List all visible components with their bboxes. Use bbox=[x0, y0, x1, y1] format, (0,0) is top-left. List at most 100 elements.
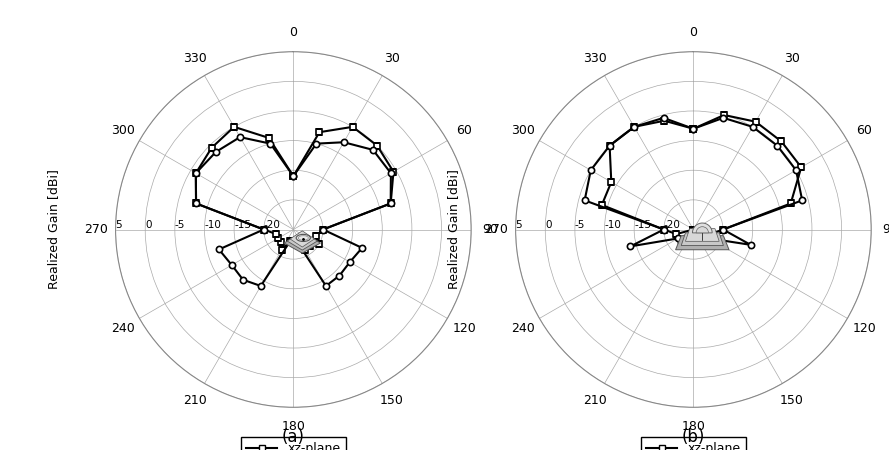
xz-plane bbox=[300, 248, 310, 253]
yz-plane bbox=[586, 167, 597, 173]
Polygon shape bbox=[681, 233, 724, 246]
xz-plane bbox=[606, 180, 617, 185]
yz-plane bbox=[385, 201, 396, 206]
xz-plane bbox=[311, 233, 322, 238]
xz-plane bbox=[785, 201, 796, 206]
yz-plane bbox=[605, 143, 615, 148]
yz-plane bbox=[288, 238, 299, 244]
xz-plane bbox=[263, 135, 274, 140]
Line: yz-plane: yz-plane bbox=[193, 134, 394, 289]
xz-plane bbox=[305, 243, 316, 249]
xz-plane bbox=[191, 201, 202, 206]
xz-plane bbox=[629, 124, 639, 130]
xz-plane bbox=[688, 227, 699, 232]
xz-plane bbox=[291, 238, 301, 243]
yz-plane bbox=[772, 143, 782, 148]
yz-plane bbox=[345, 259, 356, 265]
xz-plane bbox=[671, 231, 682, 237]
yz-plane bbox=[190, 171, 201, 176]
Text: Realized Gain [dBi]: Realized Gain [dBi] bbox=[447, 170, 460, 289]
yz-plane bbox=[745, 242, 756, 248]
Legend: xz-plane, yz-plane: xz-plane, yz-plane bbox=[241, 437, 346, 450]
xz-plane bbox=[688, 227, 699, 232]
xz-plane bbox=[688, 227, 699, 232]
xz-plane bbox=[372, 143, 382, 148]
yz-plane bbox=[255, 283, 266, 288]
yz-plane bbox=[797, 198, 807, 203]
xz-plane bbox=[314, 242, 324, 247]
xz-plane bbox=[348, 124, 358, 130]
yz-plane bbox=[580, 198, 590, 203]
yz-plane bbox=[368, 147, 379, 153]
yz-plane bbox=[265, 141, 276, 146]
Ellipse shape bbox=[296, 234, 310, 242]
xz-plane bbox=[190, 171, 201, 176]
Polygon shape bbox=[290, 231, 315, 247]
xz-plane bbox=[688, 227, 699, 232]
yz-plane bbox=[386, 171, 396, 176]
yz-plane bbox=[748, 124, 758, 130]
xz-plane bbox=[597, 202, 607, 207]
xz-plane bbox=[703, 236, 714, 241]
xz-plane bbox=[285, 238, 296, 243]
yz-plane bbox=[237, 277, 248, 283]
yz-plane bbox=[673, 236, 684, 241]
xz-plane bbox=[273, 236, 284, 241]
xz-plane bbox=[317, 227, 328, 232]
xz-plane bbox=[314, 130, 324, 135]
xz-plane bbox=[688, 126, 699, 131]
xz-plane bbox=[719, 112, 730, 118]
xz-plane bbox=[688, 227, 699, 232]
yz-plane bbox=[321, 283, 332, 288]
yz-plane bbox=[285, 238, 296, 243]
xz-plane bbox=[228, 124, 239, 130]
xz-plane bbox=[688, 227, 699, 232]
yz-plane bbox=[688, 227, 699, 232]
xz-plane bbox=[688, 227, 699, 232]
yz-plane bbox=[339, 140, 349, 145]
xz-plane bbox=[288, 173, 299, 179]
Legend: xz-plane, yz-plane: xz-plane, yz-plane bbox=[641, 437, 746, 450]
yz-plane bbox=[688, 227, 699, 232]
xz-plane bbox=[796, 165, 806, 170]
yz-plane bbox=[659, 227, 669, 232]
Wedge shape bbox=[693, 223, 712, 233]
xz-plane bbox=[276, 239, 286, 245]
Polygon shape bbox=[284, 233, 321, 253]
yz-plane bbox=[718, 115, 729, 121]
Text: (b): (b) bbox=[682, 428, 705, 446]
xz-plane bbox=[206, 145, 217, 150]
yz-plane bbox=[688, 227, 699, 232]
yz-plane bbox=[688, 227, 699, 232]
xz-plane bbox=[259, 227, 269, 232]
yz-plane bbox=[288, 173, 299, 179]
Line: yz-plane: yz-plane bbox=[581, 115, 805, 249]
yz-plane bbox=[688, 227, 699, 232]
Text: (a): (a) bbox=[282, 428, 305, 446]
yz-plane bbox=[790, 167, 801, 173]
xz-plane bbox=[271, 231, 282, 237]
Polygon shape bbox=[287, 232, 317, 250]
xz-plane bbox=[750, 119, 761, 124]
yz-plane bbox=[288, 173, 299, 179]
yz-plane bbox=[356, 245, 367, 251]
xz-plane bbox=[385, 201, 396, 206]
yz-plane bbox=[311, 141, 322, 146]
xz-plane bbox=[705, 231, 716, 237]
yz-plane bbox=[227, 262, 237, 268]
Wedge shape bbox=[696, 227, 709, 233]
yz-plane bbox=[658, 115, 669, 121]
yz-plane bbox=[235, 135, 245, 140]
yz-plane bbox=[688, 126, 699, 131]
yz-plane bbox=[191, 201, 202, 206]
yz-plane bbox=[334, 273, 345, 278]
yz-plane bbox=[211, 149, 221, 155]
xz-plane bbox=[605, 143, 615, 148]
xz-plane bbox=[288, 238, 299, 244]
xz-plane bbox=[276, 248, 287, 253]
Polygon shape bbox=[676, 236, 729, 250]
Line: xz-plane: xz-plane bbox=[193, 124, 396, 253]
xz-plane bbox=[776, 139, 787, 144]
xz-plane bbox=[717, 227, 728, 232]
yz-plane bbox=[676, 239, 686, 245]
